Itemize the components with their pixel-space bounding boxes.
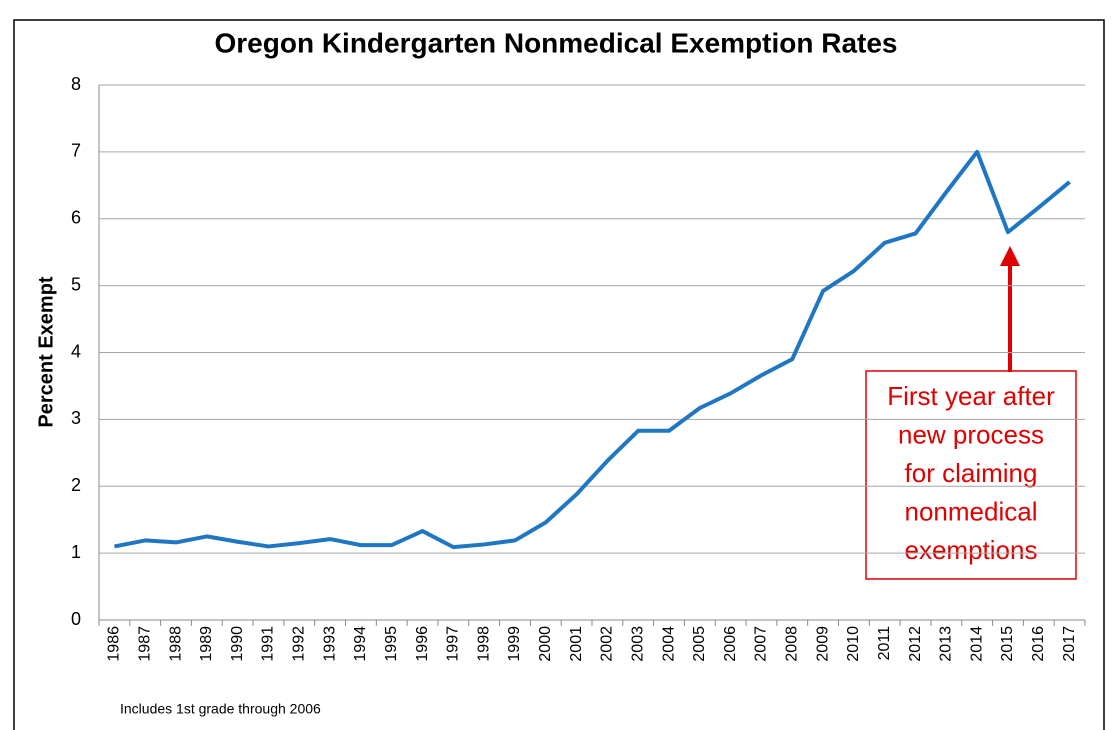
annotation: First year after new process for claiming n…	[887, 381, 1055, 565]
x-tick-label: 2011	[876, 626, 893, 661]
y-tick-label: 0	[71, 609, 81, 629]
x-tick-label: 2005	[691, 626, 708, 662]
x-tick-label: 1991	[260, 626, 277, 662]
y-tick-label: 3	[71, 408, 81, 428]
x-tick-label: 1986	[106, 626, 123, 662]
x-tick-label: 2017	[1061, 626, 1078, 662]
x-tick-label: 1992	[291, 626, 308, 662]
annotation-text: First year after	[887, 381, 1055, 411]
x-tick-label: 1999	[506, 626, 523, 662]
x-tick-label: 1996	[414, 626, 431, 662]
x-tick-label: 2002	[599, 626, 616, 662]
y-tick-label: 4	[71, 341, 81, 361]
x-tick-label: 1993	[321, 626, 338, 662]
y-axis-label: Percent Exempt	[35, 276, 57, 428]
x-tick-label: 2013	[938, 626, 955, 662]
x-tick-label: 1988	[167, 626, 184, 662]
annotation-text: for claiming	[905, 458, 1038, 488]
x-tick-label: 2003	[629, 626, 646, 662]
y-tick-label: 1	[71, 542, 81, 562]
annotation-box	[865, 370, 1077, 580]
y-tick-label: 6	[71, 208, 81, 228]
footnote: Includes 1st grade through 2006	[120, 701, 321, 717]
x-tick-label: 2001	[568, 626, 585, 662]
x-tick-label: 2014	[968, 626, 985, 662]
x-tick-label: 1994	[352, 626, 369, 662]
x-tick-label: 1989	[198, 626, 215, 662]
x-tick-label: 2008	[784, 626, 801, 662]
x-tick-label: 2000	[537, 626, 554, 662]
x-tick-label: 2016	[1030, 626, 1047, 662]
x-tick-label: 2006	[722, 626, 739, 662]
y-tick-label: 8	[71, 74, 81, 94]
y-tick-label: 2	[71, 475, 81, 495]
x-tick-label: 1995	[383, 626, 400, 662]
x-tick-label: 2012	[907, 626, 924, 662]
annotation-text: exemptions	[905, 535, 1038, 565]
annotation-text: nonmedical	[905, 496, 1038, 526]
x-tick-label: 2009	[814, 626, 831, 662]
x-tick-label: 1998	[475, 626, 492, 662]
x-tick-label: 1990	[229, 626, 246, 662]
x-tick-label: 2010	[845, 626, 862, 662]
chart-title: Oregon Kindergarten Nonmedical Exemption…	[214, 27, 897, 58]
y-tick-label: 7	[71, 141, 81, 161]
x-tick-label: 1997	[445, 626, 462, 662]
x-tick-label: 1987	[136, 626, 153, 662]
x-tick-label: 2015	[999, 626, 1016, 662]
x-tick-label: 2004	[660, 626, 677, 662]
y-tick-label: 5	[71, 274, 81, 294]
data-line	[114, 149, 1071, 550]
annotation-text: new process	[898, 419, 1044, 449]
x-tick-label: 2007	[753, 626, 770, 662]
annotation-arrowhead	[1000, 246, 1020, 266]
